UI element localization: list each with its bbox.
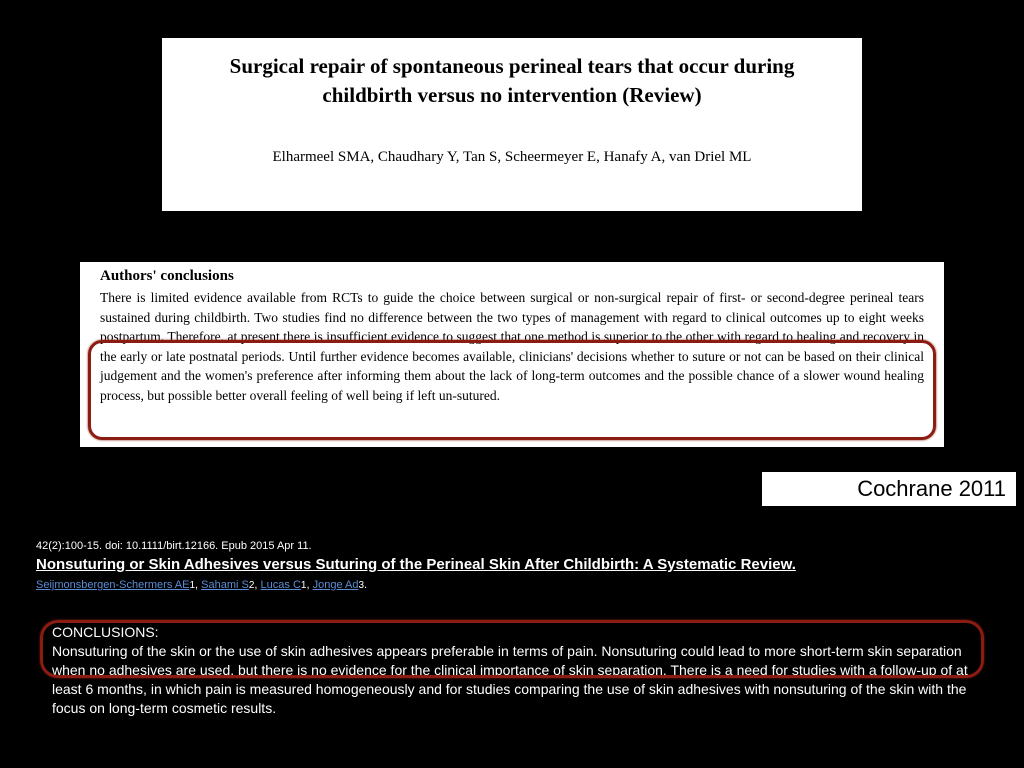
citation-authors: Seijmonsbergen-Schermers AE1, Sahami S2,… [36, 579, 988, 591]
citation-block: 42(2):100-15. doi: 10.1111/birt.12166. E… [36, 540, 988, 591]
authors-conclusions-heading: Authors' conclusions [100, 268, 924, 285]
bottom-conclusions-body: Nonsuturing of the skin or the use of sk… [52, 642, 974, 718]
authors-conclusions-panel: Authors' conclusions There is limited ev… [80, 262, 944, 447]
bottom-conclusions-block: CONCLUSIONS: Nonsuturing of the skin or … [52, 624, 974, 718]
authors-conclusions-body: There is limited evidence available from… [100, 288, 924, 405]
citation-author-link[interactable]: Jonge Ad [313, 579, 359, 591]
review-authors: Elharmeel SMA, Chaudhary Y, Tan S, Schee… [192, 149, 832, 166]
citation-author-link[interactable]: Seijmonsbergen-Schermers AE [36, 579, 189, 591]
bottom-conclusions-heading: CONCLUSIONS: [52, 624, 974, 640]
source-label: Cochrane 2011 [762, 472, 1016, 506]
citation-author-link[interactable]: Lucas C [261, 579, 301, 591]
citation-title: Nonsuturing or Skin Adhesives versus Sut… [36, 556, 988, 573]
review-title: Surgical repair of spontaneous perineal … [192, 52, 832, 111]
citation-meta: 42(2):100-15. doi: 10.1111/birt.12166. E… [36, 540, 988, 552]
review-title-panel: Surgical repair of spontaneous perineal … [162, 38, 862, 211]
citation-author-link[interactable]: Sahami S [201, 579, 249, 591]
